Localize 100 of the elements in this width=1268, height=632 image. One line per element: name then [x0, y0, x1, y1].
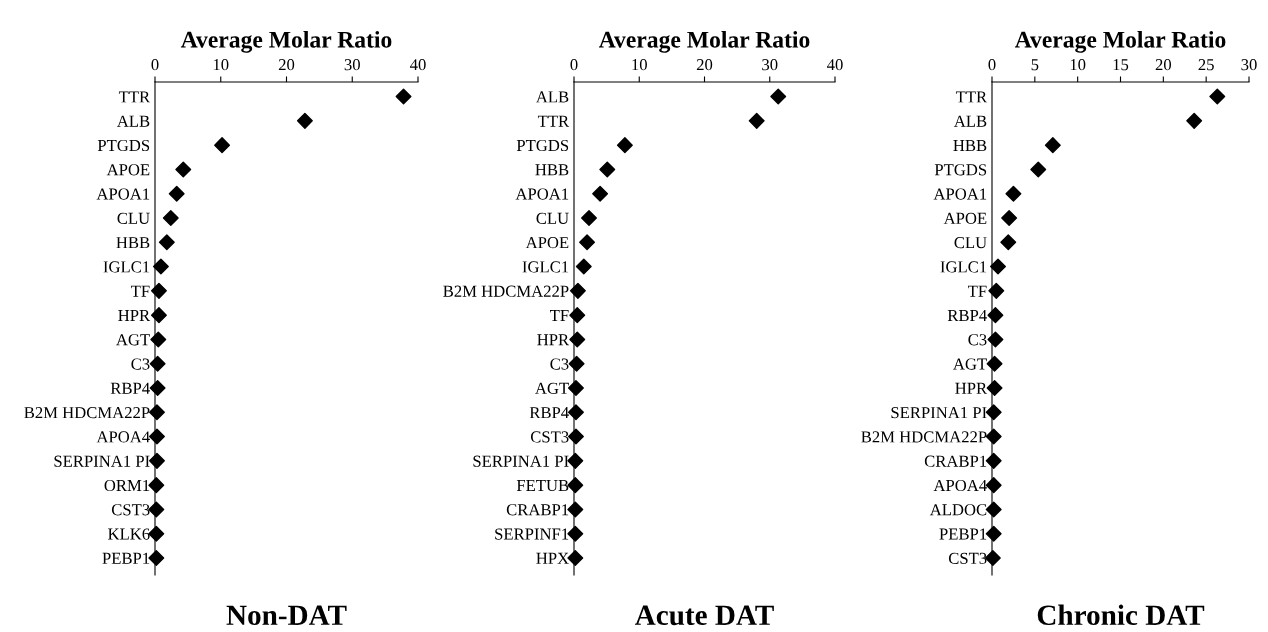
y-tick-label: ALDOC — [929, 504, 987, 516]
point — [150, 331, 167, 348]
point — [567, 404, 584, 421]
point — [985, 525, 1002, 542]
point — [592, 185, 609, 202]
point — [985, 477, 1002, 494]
point — [985, 501, 1002, 518]
y-tick-label: CLU — [117, 212, 150, 224]
point — [296, 112, 313, 129]
y-tick-label: HBB — [953, 140, 987, 151]
y-tick-label: TF — [549, 310, 569, 321]
y-tick-label: RBP4 — [947, 309, 987, 321]
y-tick-label: HPX — [536, 552, 569, 564]
point — [985, 404, 1002, 421]
point — [581, 210, 597, 226]
point — [569, 331, 586, 348]
x-tick-label: 10 — [632, 59, 647, 71]
x-tick-label: 20 — [696, 59, 713, 71]
y-tick-label: PTGDS — [97, 139, 150, 152]
x-axis-title: Average Molar Ratio — [598, 31, 810, 53]
point — [567, 501, 584, 518]
point — [1005, 185, 1022, 202]
y-tick-label: AGT — [953, 358, 987, 370]
point — [148, 477, 165, 494]
y-tick-label: PTGDS — [934, 164, 987, 176]
point — [1001, 210, 1018, 226]
y-tick-label: SERPINF1 — [495, 528, 569, 540]
point — [568, 355, 585, 372]
x-tick-label: 40 — [409, 59, 426, 71]
point — [988, 282, 1005, 299]
text: Chronic DAT — [1037, 604, 1205, 626]
y-tick-label: ALB — [116, 115, 150, 127]
y-tick-label: RBP4 — [529, 407, 569, 419]
point — [149, 355, 166, 372]
y-tick-label: TF — [967, 285, 987, 297]
y-tick-label: APOA1 — [515, 188, 569, 200]
y-tick-label: HPR — [118, 310, 151, 321]
point — [567, 477, 584, 494]
point — [575, 258, 592, 275]
x-tick-label: 30 — [1241, 59, 1257, 71]
y-tick-label: APOE — [106, 164, 150, 176]
x-tick-label: 0 — [988, 59, 996, 71]
y-tick-label: B2M HDCMA22P — [443, 285, 569, 297]
y-tick-label: CRABP1 — [924, 455, 987, 467]
y-tick-label: APOA4 — [933, 479, 987, 492]
y-tick-label: AGT — [535, 382, 569, 394]
y-tick-label: PEBP1 — [939, 528, 987, 540]
y-tick-label: IGLC1 — [103, 261, 150, 273]
point — [986, 380, 1003, 396]
x-tick-label: 0 — [570, 59, 578, 71]
point — [148, 452, 165, 469]
point — [1209, 88, 1226, 105]
y-tick-label: PEBP1 — [102, 552, 150, 564]
point — [148, 525, 165, 542]
point — [579, 234, 596, 251]
x-axis-title: Average Molar Ratio — [180, 31, 392, 53]
point — [148, 428, 165, 445]
point — [569, 282, 586, 299]
x-tick-label: 25 — [1198, 59, 1214, 71]
text: Non-DAT — [226, 605, 347, 626]
point — [616, 137, 633, 154]
y-tick-label: FETUB — [516, 480, 569, 492]
y-tick-label: AGT — [116, 334, 150, 346]
y-tick-label: IGLC1 — [940, 261, 987, 273]
x-tick-label: 5 — [1031, 59, 1039, 71]
point — [162, 210, 179, 226]
point — [567, 452, 584, 469]
y-tick-label: KLK6 — [108, 528, 150, 540]
point — [150, 307, 167, 324]
text: Acute DAT — [634, 605, 774, 626]
point — [149, 380, 166, 396]
y-tick-label: HPR — [537, 334, 570, 346]
point — [567, 525, 584, 542]
point — [569, 307, 586, 324]
point — [1186, 112, 1203, 129]
y-tick-label: CST3 — [530, 431, 569, 443]
y-tick-label: TTR — [118, 91, 151, 103]
point — [987, 307, 1004, 324]
y-tick-label: SERPINA1 PI — [473, 455, 569, 467]
y-tick-label: APOA1 — [96, 188, 150, 200]
y-tick-label: SERPINA1 PI — [891, 407, 987, 419]
y-tick-label: IGLC1 — [522, 261, 569, 273]
y-tick-label: APOA1 — [933, 188, 987, 200]
y-tick-label: APOE — [525, 237, 569, 249]
point — [152, 258, 169, 275]
x-axis-title: Average Molar Ratio — [1014, 31, 1226, 53]
point — [770, 88, 787, 105]
y-tick-label: APOE — [943, 212, 987, 224]
y-tick-label: HBB — [535, 164, 569, 176]
x-tick-label: 15 — [1113, 59, 1129, 71]
point — [158, 234, 175, 251]
point — [150, 282, 167, 299]
y-tick-label: C3 — [968, 334, 987, 346]
point — [175, 161, 192, 178]
y-tick-label: C3 — [131, 358, 150, 370]
y-tick-label: RBP4 — [110, 382, 150, 394]
x-tick-label: 20 — [278, 59, 295, 71]
y-tick-label: ALB — [535, 91, 569, 103]
point — [986, 355, 1003, 372]
y-tick-label: HBB — [116, 237, 150, 249]
